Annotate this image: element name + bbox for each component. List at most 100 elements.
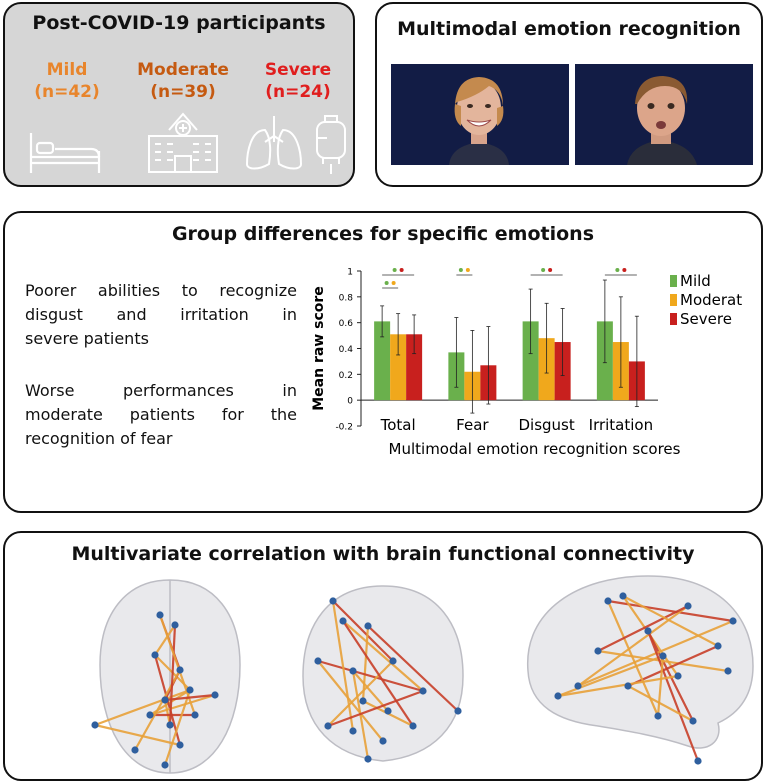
connectivity-edge: [154, 624, 176, 656]
y-tick-label: 0.6: [339, 319, 354, 329]
connectivity-edge: [317, 660, 384, 742]
face-photo-smiling: [391, 64, 569, 165]
brain-node: [644, 627, 652, 635]
connectivity-edge: [332, 600, 394, 662]
y-tick-label: 0.2: [339, 371, 353, 381]
group-mild: Mild (n=42): [27, 59, 107, 103]
brain-node: [554, 692, 562, 700]
brain-node: [674, 672, 682, 680]
brain-axial-view: [91, 579, 241, 774]
x-axis-label: Multimodal emotion recognition scores: [389, 440, 681, 458]
legend-label-mild: Mild: [680, 272, 711, 290]
brain-coronal-view: [302, 585, 464, 763]
connectivity-edge: [94, 688, 191, 727]
connectivity-edge: [317, 659, 424, 693]
x-tick-label: Total: [380, 416, 416, 434]
significance-dot: [465, 268, 470, 272]
brain-node: [619, 592, 627, 600]
brain-node: [624, 682, 632, 690]
finding1-line: disgust and irritation in: [25, 305, 297, 324]
connectivity-edge: [656, 655, 665, 717]
connectivity-edge: [557, 674, 679, 698]
brain-node: [151, 651, 159, 659]
recognition-title: Multimodal emotion recognition: [397, 18, 741, 40]
finding2-line: moderate patients for the: [25, 405, 297, 424]
connectivity-edge: [361, 625, 370, 702]
brain-node: [166, 721, 174, 729]
brain-node: [91, 721, 99, 729]
brain-node: [574, 682, 582, 690]
significance-dot: [392, 268, 397, 272]
significance-dot: [541, 268, 546, 272]
brain-node: [659, 652, 667, 660]
y-tick-label: 0.8: [339, 293, 354, 303]
brain-node: [146, 711, 154, 719]
brain-node: [724, 667, 732, 675]
connectivity-edge: [331, 600, 355, 732]
legend-swatch-mild: [670, 275, 677, 287]
brain-node: [684, 602, 692, 610]
brain-node: [171, 621, 179, 629]
brain-node: [131, 746, 139, 754]
brain-node: [211, 691, 219, 699]
finding1-line: severe patients: [25, 329, 149, 348]
hospital-building-icon: [148, 112, 218, 173]
brain-node: [694, 757, 702, 765]
connectivity-edge: [164, 693, 216, 702]
y-tick-label: 1: [347, 268, 353, 278]
brain-connectivity-views: [91, 575, 754, 774]
connectivity-edge: [622, 595, 719, 647]
face-photo-surprised: [575, 64, 753, 165]
x-tick-label: Fear: [456, 416, 489, 434]
significance-dot: [615, 268, 620, 272]
connectivity-edge: [327, 689, 424, 728]
brain-node: [161, 761, 169, 769]
finding2-line: recognition of fear: [25, 429, 173, 448]
group-moderate-count: (n=39): [150, 82, 216, 102]
brain-node: [191, 711, 199, 719]
finding1-line: Poorer abilities to recognize: [25, 281, 297, 300]
brain-node: [409, 722, 417, 730]
connectivity-edge: [646, 630, 700, 762]
legend-swatch-severe: [670, 313, 677, 325]
brain-node: [156, 611, 164, 619]
brain-node: [359, 697, 367, 705]
bar-mild: [522, 321, 539, 401]
group-mild-count: (n=42): [34, 82, 100, 102]
brain-node: [364, 622, 372, 630]
group-mild-name: Mild: [46, 60, 88, 80]
group-severe-name: Severe: [264, 60, 332, 80]
connectivity-edge: [367, 625, 459, 712]
brain-node: [329, 597, 337, 605]
emotion-bar-chart: -0.2 0 0.2 0.4 0.6 0.8 1 Mean raw score Total Fea…: [311, 268, 743, 459]
brain-node: [314, 657, 322, 665]
lungs-icon: [245, 116, 303, 170]
finding-disgust-irritation: Poorer abilities to recognize disgust an…: [25, 279, 297, 351]
y-tick-label: -0.2: [335, 423, 353, 433]
connectivity-edge: [163, 689, 192, 766]
brain-node: [389, 657, 397, 665]
bar-moderate: [390, 334, 407, 401]
brain-node: [161, 696, 169, 704]
group-moderate: Moderate (n=39): [123, 59, 243, 103]
y-tick-label: 0.4: [339, 345, 354, 355]
legend-swatch-moderate: [670, 294, 677, 306]
connectivity-edge: [557, 654, 664, 698]
connectivity-edge: [149, 693, 216, 717]
legend-label-moderate: Moderate: [680, 291, 743, 309]
brain-node: [176, 741, 184, 749]
group-differences-panel: Group differences for specific emotions …: [3, 211, 763, 513]
connectivity-edge: [647, 630, 694, 722]
significance-dot: [622, 268, 627, 272]
group-severe-count: (n=24): [265, 82, 331, 102]
differences-title: Group differences for specific emotions: [171, 223, 595, 245]
y-axis-label: Mean raw score: [311, 286, 327, 411]
brain-node: [384, 707, 392, 715]
brain-node: [654, 712, 662, 720]
brain-node: [604, 597, 612, 605]
brain-node: [324, 722, 332, 730]
significance-dot: [399, 268, 404, 272]
participants-title: Post-COVID-19 participants: [32, 12, 326, 34]
finding-fear: Worse performances in moderate patients …: [25, 379, 297, 451]
recognition-panel: Multimodal emotion recognition: [375, 2, 763, 187]
